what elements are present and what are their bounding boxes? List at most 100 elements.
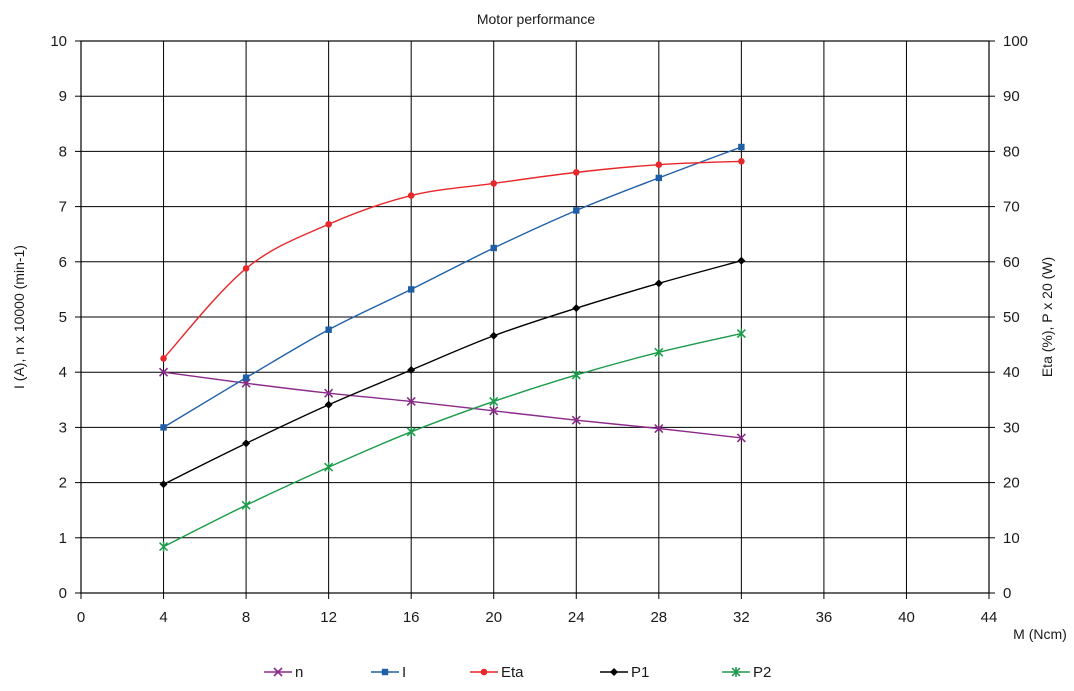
data-point-p1 [489, 331, 498, 340]
data-point-n [489, 406, 499, 416]
data-point-eta [407, 192, 415, 199]
legend-marker [480, 668, 488, 676]
data-point-p1 [242, 439, 251, 448]
data-point-i [573, 207, 580, 214]
data-point-p2 [159, 541, 169, 552]
x-axis-title: M (Ncm) [1013, 626, 1067, 642]
data-point-p2 [654, 347, 664, 358]
y-left-tick-label: 1 [59, 530, 67, 547]
data-point-p2 [571, 369, 581, 380]
y-left-tick-label: 10 [50, 33, 67, 50]
y-right-tick-label: 60 [1003, 254, 1020, 271]
x-tick-label: 16 [403, 609, 420, 626]
legend: n I Eta P1 P2 [264, 664, 771, 681]
y-right-tick-label: 10 [1003, 530, 1020, 547]
data-point-i [242, 374, 250, 381]
series-eta [160, 158, 745, 362]
data-point-n [736, 433, 746, 443]
series-line-p2 [163, 332, 742, 548]
legend-label: I [402, 664, 406, 681]
x-tick-label: 36 [816, 609, 833, 626]
data-point-p2 [324, 462, 334, 473]
legend-marker [610, 668, 618, 676]
data-point-eta [738, 158, 745, 165]
data-point-eta [242, 265, 250, 272]
chart-title: Motor performance [477, 11, 595, 27]
series-line-i [163, 146, 742, 428]
x-tick-label: 4 [159, 609, 167, 626]
legend-label: Eta [501, 664, 524, 681]
y-right-tick-label: 90 [1003, 88, 1020, 105]
data-point-i [490, 244, 497, 252]
data-point-i [160, 424, 167, 431]
y-left-tick-label: 4 [59, 364, 67, 381]
axis-ticks: 0 4 8 12 16 20 24 28 32 36 40 440123456789100102030… [50, 33, 1028, 626]
y-right-tick-label: 70 [1003, 199, 1020, 216]
y-right-tick-label: 30 [1003, 419, 1020, 436]
x-tick-label: 20 [485, 609, 502, 626]
y-right-tick-label: 50 [1003, 309, 1020, 326]
data-point-p1 [572, 304, 581, 313]
series-line-n [163, 371, 742, 439]
grid-lines [80, 40, 990, 594]
legend-label: P1 [631, 664, 649, 681]
x-tick-label: 0 [77, 609, 85, 626]
series-layer [158, 143, 746, 552]
data-point-p2 [241, 500, 251, 511]
data-point-i [325, 326, 332, 333]
data-point-p2 [489, 396, 499, 407]
data-point-n [158, 367, 169, 377]
legend-marker [381, 668, 389, 676]
data-point-p1 [159, 480, 168, 489]
y-left-tick-label: 6 [59, 254, 67, 271]
data-point-eta [490, 180, 498, 187]
y-left-tick-label: 5 [59, 309, 67, 326]
y-left-tick-label: 9 [59, 88, 67, 105]
data-point-i [738, 143, 745, 151]
legend-item-n: n [264, 664, 303, 681]
data-point-i [655, 174, 663, 182]
data-point-i [407, 286, 415, 293]
y-left-axis-title: I (A), n x 10000 (min-1) [11, 245, 27, 389]
data-point-p1 [407, 365, 416, 374]
series-i [160, 143, 745, 431]
x-tick-label: 24 [568, 609, 585, 626]
legend-item-i: I [371, 664, 406, 681]
legend-item-p2: P2 [722, 664, 771, 681]
data-point-p1 [737, 256, 746, 265]
data-point-n [324, 388, 334, 398]
y-right-tick-label: 0 [1003, 585, 1011, 602]
series-n [158, 367, 746, 443]
data-point-eta [572, 169, 580, 176]
data-point-p1 [654, 279, 663, 288]
legend-label: P2 [753, 664, 771, 681]
y-left-tick-label: 2 [59, 475, 67, 492]
y-right-axis-title: Eta (%), P x 20 (W) [1039, 257, 1055, 377]
x-tick-label: 12 [320, 609, 337, 626]
series-p2 [159, 328, 746, 552]
data-point-eta [160, 355, 167, 362]
x-tick-label: 8 [242, 609, 250, 626]
y-right-tick-label: 20 [1003, 475, 1020, 492]
data-point-p2 [736, 328, 746, 339]
legend-marker [273, 667, 283, 677]
x-tick-label: 32 [733, 609, 750, 626]
y-left-tick-label: 0 [59, 585, 67, 602]
y-left-tick-label: 8 [59, 143, 67, 160]
data-point-n [406, 396, 416, 407]
y-left-tick-label: 7 [59, 199, 67, 216]
data-point-n [571, 415, 581, 425]
legend-item-p1: P1 [600, 664, 649, 681]
data-point-p2 [406, 426, 416, 437]
x-tick-label: 44 [981, 609, 998, 626]
y-right-tick-label: 80 [1003, 143, 1020, 160]
data-point-eta [325, 220, 332, 228]
series-p1 [159, 256, 746, 489]
y-left-tick-label: 3 [59, 419, 67, 436]
data-point-p1 [324, 400, 333, 409]
legend-item-eta: Eta [470, 664, 524, 681]
series-line-p1 [163, 260, 742, 485]
data-point-eta [655, 161, 663, 168]
series-line-eta [163, 160, 742, 359]
